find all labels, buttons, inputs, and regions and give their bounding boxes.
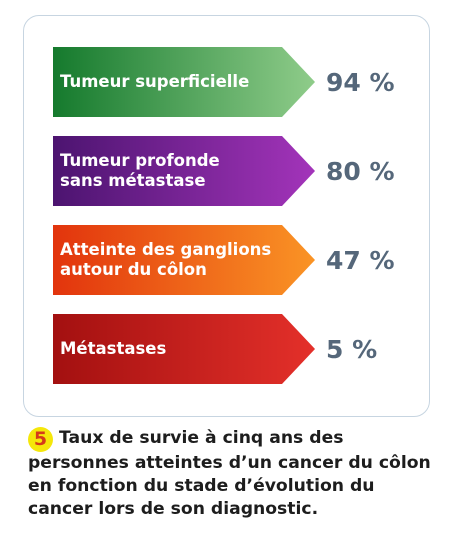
stage-label-1: Tumeur superficielle (60, 47, 280, 117)
stage-arrow-1 (53, 47, 315, 117)
stage-label-line: Tumeur profonde (60, 151, 220, 170)
stage-arrow-3 (53, 225, 315, 295)
stage-label-line: sans métastase (60, 171, 206, 190)
stage-label-3: Atteinte des ganglions autour du côlon (60, 225, 280, 295)
survival-rate-4: 5 % (326, 334, 378, 364)
figure-caption: 5 Taux de survie à cinq ans des personnes… (28, 427, 438, 521)
stage-label-line: autour du côlon (60, 260, 207, 279)
stage-label-line: Atteinte des ganglions (60, 240, 272, 259)
survival-rate-1: 94 % (326, 67, 395, 97)
survival-rate-3: 47 % (326, 245, 395, 275)
survival-rate-2: 80 % (326, 156, 395, 186)
stage-arrow-2 (53, 136, 315, 206)
stage-label-4: Métastases (60, 314, 280, 384)
stage-label-line: Tumeur superficielle (60, 72, 250, 91)
chart (53, 47, 315, 384)
caption-text: Taux de survie à cinq ans des personnes … (28, 428, 431, 519)
stage-label-line: Métastases (60, 339, 167, 358)
figure-number-badge: 5 (28, 427, 53, 452)
stage-label-2: Tumeur profonde sans métastase (60, 136, 280, 206)
stage-arrow-4 (53, 314, 315, 384)
